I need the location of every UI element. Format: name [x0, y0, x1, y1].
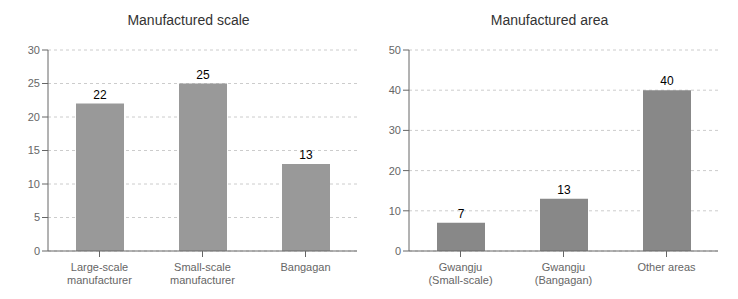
- html-text:Manufactured area: Manufactured area: [490, 12, 609, 28]
- svg-text:Small-scalemanufacturer: Small-scalemanufacturer: [170, 261, 235, 286]
- svg-text:Large-scalemanufacturer: Large-scalemanufacturer: [67, 261, 132, 286]
- svg-text:Bangagan: Bangagan: [280, 261, 330, 273]
- svg-text:50: 50: [389, 44, 401, 56]
- svg-text:30: 30: [389, 124, 401, 136]
- svg-text:Gwangju(Bangagan): Gwangju(Bangagan): [535, 261, 593, 286]
- svg-text:10: 10: [389, 205, 401, 217]
- svg-text:13: 13: [557, 183, 571, 197]
- html-text:Manufactured scale: Manufactured scale: [127, 12, 250, 28]
- svg-text:15: 15: [28, 144, 40, 156]
- svg-text:Other areas: Other areas: [637, 261, 696, 273]
- svg-text:25: 25: [28, 77, 40, 89]
- svg-text:10: 10: [28, 178, 40, 190]
- svg-text:22: 22: [93, 88, 107, 102]
- svg-text:40: 40: [389, 84, 401, 96]
- svg-text:20: 20: [28, 111, 40, 123]
- svg-text:7: 7: [458, 207, 465, 221]
- svg-text:0: 0: [395, 245, 401, 257]
- svg-text:13: 13: [299, 148, 313, 162]
- svg-text:40: 40: [660, 74, 674, 88]
- svg-text:5: 5: [34, 211, 40, 223]
- svg-text:25: 25: [196, 68, 210, 82]
- svg-text:20: 20: [389, 165, 401, 177]
- svg-text:0: 0: [34, 245, 40, 257]
- svg-text:30: 30: [28, 44, 40, 56]
- svg-text:Gwangju(Small-scale): Gwangju(Small-scale): [428, 261, 492, 286]
